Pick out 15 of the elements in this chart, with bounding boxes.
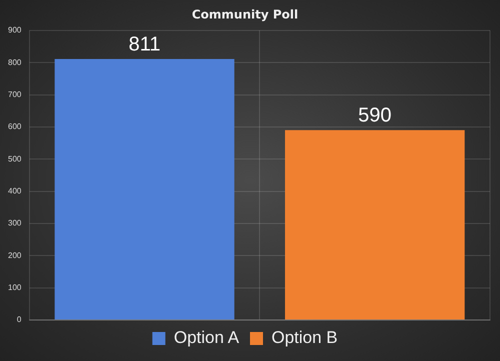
y-tick-label: 600 (8, 122, 22, 132)
chart-title: Community Poll (192, 7, 298, 22)
data-label: 811 (128, 34, 160, 56)
legend-label: Option B (272, 328, 338, 348)
y-tick-label: 500 (8, 154, 22, 164)
y-tick-label: 900 (8, 26, 22, 35)
y-tick-label: 400 (8, 186, 22, 196)
y-tick-label: 0 (16, 315, 22, 324)
y-tick-label: 800 (8, 58, 22, 67)
y-tick-label: 100 (8, 283, 22, 292)
y-tick-label: 300 (8, 218, 22, 228)
data-label: 590 (358, 104, 392, 127)
legend-label: Option A (174, 328, 240, 348)
y-tick-label: 700 (8, 90, 22, 99)
y-tick-label: 200 (8, 250, 22, 260)
